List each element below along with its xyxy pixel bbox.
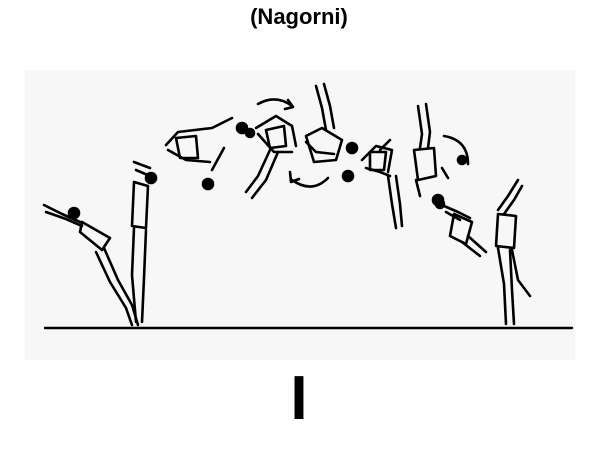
gymnast-figure-1 <box>42 203 140 327</box>
gymnast-figure-4 <box>244 98 298 200</box>
skill-title: (Nagorni) <box>250 4 348 29</box>
gymnast-figure-6 <box>341 138 404 230</box>
gymnast-figure-2 <box>130 160 158 324</box>
gymnast-figure-8 <box>434 198 488 258</box>
gymnast-figure-9 <box>494 178 532 326</box>
gymnast-figure-7 <box>412 102 470 207</box>
gymnast-figure-3 <box>164 116 249 191</box>
gymnast-figure-5 <box>288 82 359 188</box>
figure-panel <box>25 70 575 360</box>
stage-marker: I <box>290 364 308 433</box>
